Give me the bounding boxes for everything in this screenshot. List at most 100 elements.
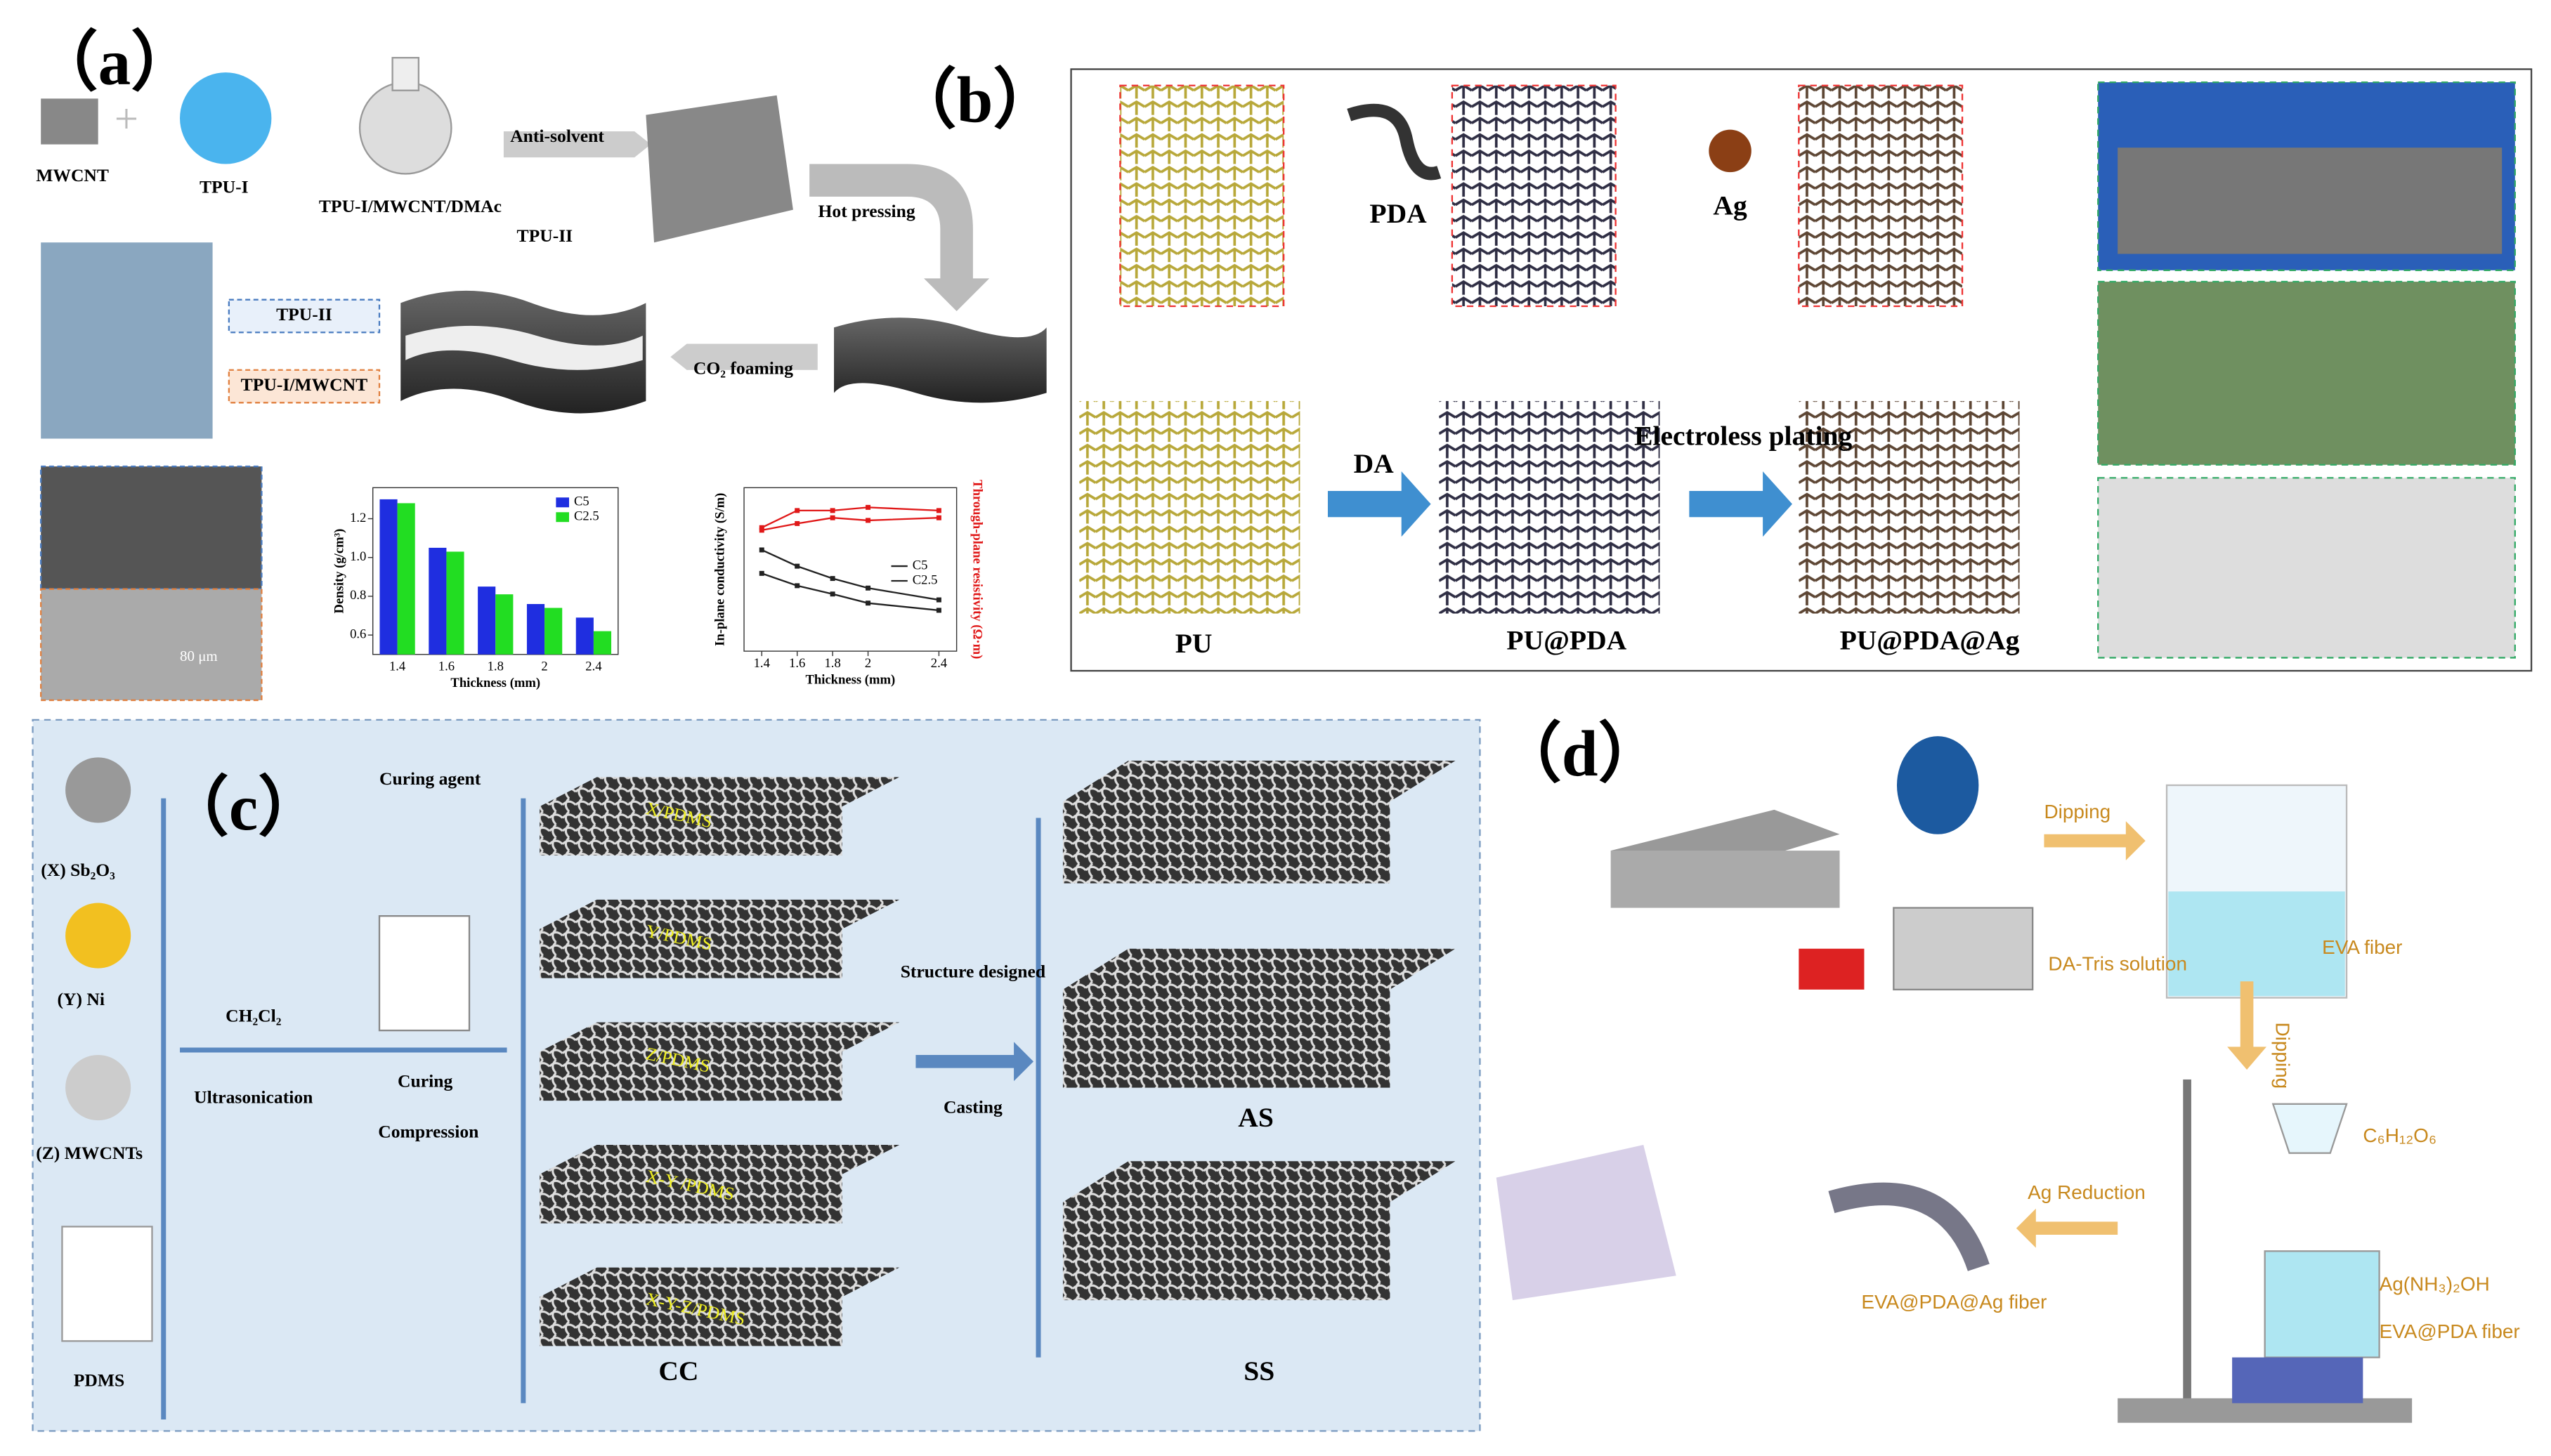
bar bbox=[478, 586, 496, 655]
ss-sample bbox=[1062, 1161, 1456, 1301]
x-tick-label: 1.8 bbox=[824, 656, 840, 671]
foam bbox=[1799, 400, 2020, 614]
funnel bbox=[2271, 1103, 2348, 1154]
bar bbox=[379, 499, 398, 655]
box bbox=[228, 299, 381, 334]
marker bbox=[866, 518, 871, 523]
label: Anti-solvent bbox=[510, 126, 604, 146]
label: C₆H₁₂O₆ bbox=[2363, 1124, 2436, 1146]
panel-a: （a） + MWCNT TPU-I TPU-I/MWCNT/DMAc Anti-… bbox=[33, 27, 1047, 702]
beaker bbox=[2264, 1250, 2380, 1358]
tpu-icon bbox=[180, 72, 272, 164]
label: Ag(NH₃)₂OH bbox=[2380, 1273, 2490, 1295]
marker bbox=[759, 547, 764, 553]
plot-frame bbox=[743, 487, 958, 652]
label: PDA bbox=[1369, 198, 1427, 229]
x-tick-label: 1.4 bbox=[754, 656, 771, 671]
legend-swatch bbox=[556, 512, 569, 523]
label: (X) Sb₂O₃ bbox=[41, 860, 115, 880]
fiber bbox=[1828, 1182, 1990, 1272]
sem-image bbox=[40, 588, 263, 702]
x-tick-label: 1.8 bbox=[488, 660, 504, 674]
label: TPU-I/MWCNT/DMAc bbox=[319, 196, 502, 216]
bar bbox=[526, 603, 545, 655]
label: Dipping bbox=[2044, 801, 2110, 822]
sem-image bbox=[40, 465, 263, 590]
marker bbox=[936, 515, 941, 520]
arrow bbox=[2227, 981, 2267, 1070]
marker bbox=[759, 525, 764, 530]
label: Structure designed bbox=[901, 962, 1045, 982]
marker bbox=[759, 570, 764, 576]
panel-b: （b） PDA Ag DA Electroless plating PU PU@… bbox=[892, 64, 2533, 672]
frame bbox=[1070, 68, 2533, 672]
y-tick-label: 0.8 bbox=[350, 588, 366, 603]
marker bbox=[830, 576, 835, 582]
pda-icon bbox=[1347, 103, 1442, 181]
layer-sample bbox=[540, 777, 900, 856]
stand bbox=[2183, 1079, 2191, 1407]
label: PU@PDA@Ag bbox=[1840, 625, 2020, 656]
brace bbox=[161, 798, 1041, 1420]
x-tick-label: 2.4 bbox=[585, 660, 602, 674]
layer-sample bbox=[540, 1022, 900, 1101]
stirrer bbox=[2232, 1357, 2363, 1403]
marker bbox=[830, 515, 835, 520]
y-tick-label: 0.6 bbox=[350, 627, 366, 641]
as-sample bbox=[1062, 761, 1456, 884]
pressed-sheet bbox=[834, 317, 1047, 403]
beaker bbox=[61, 1226, 153, 1342]
label: EVA@PDA@Ag fiber bbox=[1861, 1291, 2047, 1313]
x-tick-label: 1.6 bbox=[789, 656, 805, 671]
bar bbox=[544, 608, 563, 655]
arrow bbox=[503, 131, 651, 158]
label: Electroless plating bbox=[1634, 421, 1852, 452]
arrow bbox=[915, 1042, 1034, 1082]
sheet bbox=[646, 95, 793, 243]
flask-neck bbox=[391, 57, 420, 91]
label: Curing agent bbox=[379, 768, 481, 789]
photo bbox=[41, 242, 213, 439]
bar bbox=[593, 631, 612, 655]
tubes bbox=[65, 1055, 131, 1121]
zoom bbox=[1451, 84, 1617, 308]
label: SS bbox=[1244, 1356, 1274, 1386]
marker bbox=[866, 601, 871, 606]
layer-sample bbox=[540, 899, 900, 978]
beaker bbox=[378, 915, 471, 1032]
x-tick-label: 1.6 bbox=[438, 660, 455, 674]
label: Dipping bbox=[2272, 1022, 2294, 1089]
electrode bbox=[1799, 948, 1865, 990]
label: TPU-I bbox=[200, 176, 249, 197]
particles bbox=[65, 903, 131, 969]
x-axis-label: Thickness (mm) bbox=[805, 672, 895, 687]
label: PDMS bbox=[74, 1370, 125, 1390]
panel-label: （d） bbox=[1496, 718, 1664, 790]
label: TPU-II bbox=[517, 225, 573, 246]
legend-label: C5 bbox=[574, 494, 589, 509]
arrow bbox=[670, 343, 818, 370]
ag-icon bbox=[1709, 129, 1751, 173]
label: DA-Tris solution bbox=[2048, 952, 2187, 974]
label: Curing bbox=[398, 1070, 452, 1091]
layer-sample bbox=[540, 1267, 900, 1346]
pump-body bbox=[1610, 851, 1840, 908]
label: Compression bbox=[378, 1122, 478, 1142]
x-tick-label: 2 bbox=[865, 656, 871, 671]
bar bbox=[495, 594, 514, 655]
mwcnt-icon bbox=[41, 98, 98, 145]
marker bbox=[795, 563, 800, 569]
particles bbox=[65, 757, 131, 823]
marker bbox=[830, 508, 835, 513]
panel-d: （d） Dipping DA-Tris solution EVA fiber D… bbox=[1496, 718, 2520, 1423]
label: TPU-II bbox=[276, 304, 332, 324]
solution bbox=[2168, 891, 2345, 997]
photo bbox=[2097, 280, 2516, 466]
y-axis-label: Density (g/cm³) bbox=[332, 529, 346, 614]
marker bbox=[795, 583, 800, 589]
as-sample bbox=[1062, 948, 1456, 1088]
